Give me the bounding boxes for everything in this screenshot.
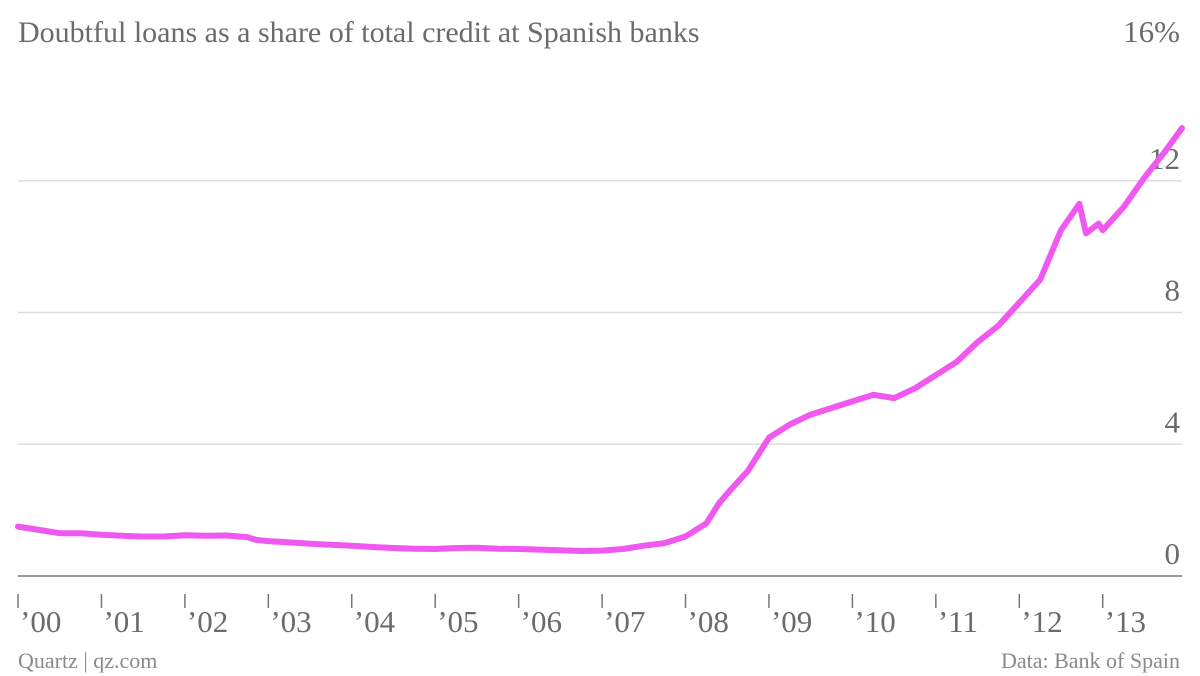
x-tick-label: ’07 [604,604,645,639]
chart-title: Doubtful loans as a share of total credi… [18,16,700,49]
x-tick-label: ’10 [854,604,895,639]
y-tick-label: 4 [1165,404,1181,439]
x-tick-label: ’12 [1021,604,1062,639]
footer-source-left: Quartz | qz.com [18,648,157,673]
series-layer [15,125,1185,554]
x-tick-label: ’00 [20,604,61,639]
series-line [15,125,1185,554]
x-tick-label: ’11 [938,604,978,639]
y-tick-label: 0 [1165,536,1181,571]
x-tick-label: ’08 [688,604,729,639]
x-axis-ticks: ’00 ’01 ’02 ’03 ’04 ’05 ’06 ’07 ’08 ’09 ’10 ’11 ’12 ’… [17,594,1146,639]
y-tick-label: 16% [1123,14,1180,49]
x-tick-label: ’13 [1105,604,1146,639]
x-tick-label: ’05 [437,604,478,639]
gridlines [18,180,1182,577]
x-tick-label: ’01 [103,604,144,639]
x-tick-label: ’06 [521,604,562,639]
y-tick-label: 8 [1165,273,1181,308]
footer-source-right: Data: Bank of Spain [1001,648,1180,673]
x-tick-label: ’03 [270,604,311,639]
x-tick-label: ’04 [354,604,396,639]
x-tick-label: ’09 [771,604,812,639]
x-tick-label: ’02 [187,604,228,639]
